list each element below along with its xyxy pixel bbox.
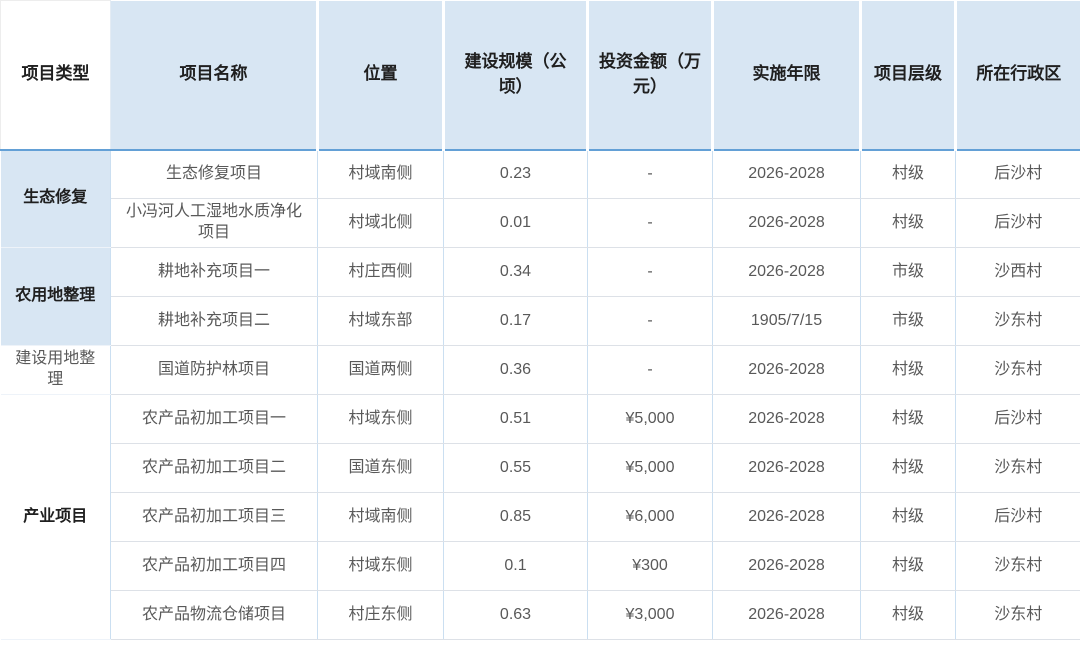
cell-project-name: 国道防护林项目: [110, 345, 318, 395]
cell-scale: 0.34: [443, 247, 588, 297]
cell-district: 沙西村: [955, 247, 1080, 297]
cell-scale: 0.36: [443, 345, 588, 395]
cell-level: 村级: [860, 394, 956, 444]
cell-years: 2026-2028: [712, 590, 861, 640]
cell-years: 2026-2028: [712, 345, 861, 395]
cell-project-name: 生态修复项目: [110, 149, 318, 199]
column-header-location: 位置: [317, 0, 445, 151]
header-row: 项目类型 项目名称 位置 建设规模（公顷） 投资金额（万元） 实施年限 项目层级…: [0, 0, 1080, 151]
cell-years: 2026-2028: [712, 247, 861, 297]
table-header: 项目类型 项目名称 位置 建设规模（公顷） 投资金额（万元） 实施年限 项目层级…: [0, 0, 1080, 151]
cell-investment: ¥5,000: [587, 394, 713, 444]
cell-project-name: 耕地补充项目一: [110, 247, 318, 297]
cell-district: 沙东村: [955, 296, 1080, 346]
cell-level: 市级: [860, 247, 956, 297]
cell-investment: ¥3,000: [587, 590, 713, 640]
cell-years: 1905/7/15: [712, 296, 861, 346]
table-row: 农产品初加工项目三 村域南侧 0.85 ¥6,000 2026-2028 村级 …: [1, 492, 1080, 542]
cell-project-name: 小冯河人工湿地水质净化项目: [110, 198, 318, 248]
cell-level: 市级: [860, 296, 956, 346]
cell-district: 沙东村: [955, 443, 1080, 493]
table-row: 生态修复 生态修复项目 村域南侧 0.23 - 2026-2028 村级 后沙村: [0, 149, 1080, 248]
cell-location: 村域南侧: [317, 149, 444, 199]
cell-location: 村域东侧: [317, 394, 444, 444]
cell-investment: ¥5,000: [587, 443, 713, 493]
cell-years: 2026-2028: [712, 492, 861, 542]
column-header-district: 所在行政区: [955, 0, 1080, 151]
cell-district: 沙东村: [955, 541, 1080, 591]
cell-scale: 0.01: [443, 198, 588, 248]
cell-level: 村级: [860, 492, 956, 542]
cell-years: 2026-2028: [712, 541, 861, 591]
cell-level: 村级: [860, 590, 956, 640]
cell-level: 村级: [860, 541, 956, 591]
cell-investment: -: [587, 296, 713, 346]
cell-years: 2026-2028: [712, 198, 861, 248]
cell-level: 村级: [860, 198, 956, 248]
cell-district: 后沙村: [955, 149, 1080, 199]
table-row: 建设用地整理 国道防护林项目 国道两侧 0.36 - 2026-2028 村级 …: [0, 345, 1080, 395]
cell-location: 村域东侧: [317, 541, 444, 591]
cell-location: 国道东侧: [317, 443, 444, 493]
cell-years: 2026-2028: [712, 443, 861, 493]
cell-district: 后沙村: [955, 394, 1080, 444]
cell-location: 村庄西侧: [317, 247, 444, 297]
cell-scale: 0.23: [443, 149, 588, 199]
table-row: 农产品初加工项目四 村域东侧 0.1 ¥300 2026-2028 村级 沙东村: [1, 541, 1080, 591]
cell-investment: ¥300: [587, 541, 713, 591]
cell-scale: 0.55: [443, 443, 588, 493]
cell-scale: 0.85: [443, 492, 588, 542]
column-header-project-type: 项目类型: [0, 0, 111, 151]
column-header-project-level: 项目层级: [860, 0, 957, 151]
cell-scale: 0.63: [443, 590, 588, 640]
cell-project-name: 农产品初加工项目一: [110, 394, 318, 444]
table-row: 农用地整理 耕地补充项目一 村庄西侧 0.34 - 2026-2028 市级 沙…: [0, 247, 1080, 346]
cell-location: 国道两侧: [317, 345, 444, 395]
cell-location: 村域北侧: [317, 198, 444, 248]
column-header-construction-scale: 建设规模（公顷）: [443, 0, 589, 151]
cell-project-name: 农产品初加工项目四: [110, 541, 318, 591]
cell-level: 村级: [860, 149, 956, 199]
cell-location: 村庄东侧: [317, 590, 444, 640]
cell-investment: -: [587, 247, 713, 297]
table-row: 产业项目 农产品初加工项目一 村域东侧 0.51 ¥5,000 2026-202…: [0, 394, 1080, 640]
group-cell-construction-land-consolidation: 建设用地整理: [0, 345, 111, 395]
cell-project-name: 农产品初加工项目二: [110, 443, 318, 493]
table-row: 农产品物流仓储项目 村庄东侧 0.63 ¥3,000 2026-2028 村级 …: [1, 590, 1080, 640]
cell-level: 村级: [860, 345, 956, 395]
cell-project-name: 农产品物流仓储项目: [110, 590, 318, 640]
cell-district: 沙东村: [955, 590, 1080, 640]
table-row: 农产品初加工项目二 国道东侧 0.55 ¥5,000 2026-2028 村级 …: [1, 443, 1080, 493]
cell-project-name: 耕地补充项目二: [110, 296, 318, 346]
table-row: 耕地补充项目二 村域东部 0.17 - 1905/7/15 市级 沙东村: [1, 296, 1080, 346]
cell-scale: 0.1: [443, 541, 588, 591]
cell-location: 村域东部: [317, 296, 444, 346]
table-body: 生态修复 生态修复项目 村域南侧 0.23 - 2026-2028 村级 后沙村…: [0, 149, 1080, 640]
column-header-investment-amount: 投资金额（万元）: [587, 0, 714, 151]
group-cell-industrial-projects: 产业项目: [0, 394, 111, 640]
cell-district: 后沙村: [955, 492, 1080, 542]
cell-district: 沙东村: [955, 345, 1080, 395]
table-row: 小冯河人工湿地水质净化项目 村域北侧 0.01 - 2026-2028 村级 后…: [1, 198, 1080, 248]
cell-project-name: 农产品初加工项目三: [110, 492, 318, 542]
cell-years: 2026-2028: [712, 149, 861, 199]
cell-investment: -: [587, 345, 713, 395]
cell-investment: -: [587, 149, 713, 199]
cell-years: 2026-2028: [712, 394, 861, 444]
column-header-implementation-years: 实施年限: [712, 0, 862, 151]
cell-investment: -: [587, 198, 713, 248]
column-header-project-name: 项目名称: [110, 0, 319, 151]
cell-scale: 0.17: [443, 296, 588, 346]
cell-investment: ¥6,000: [587, 492, 713, 542]
group-cell-ecological-restoration: 生态修复: [0, 149, 111, 248]
cell-location: 村域南侧: [317, 492, 444, 542]
cell-level: 村级: [860, 443, 956, 493]
cell-scale: 0.51: [443, 394, 588, 444]
cell-district: 后沙村: [955, 198, 1080, 248]
group-cell-farmland-consolidation: 农用地整理: [0, 247, 111, 346]
